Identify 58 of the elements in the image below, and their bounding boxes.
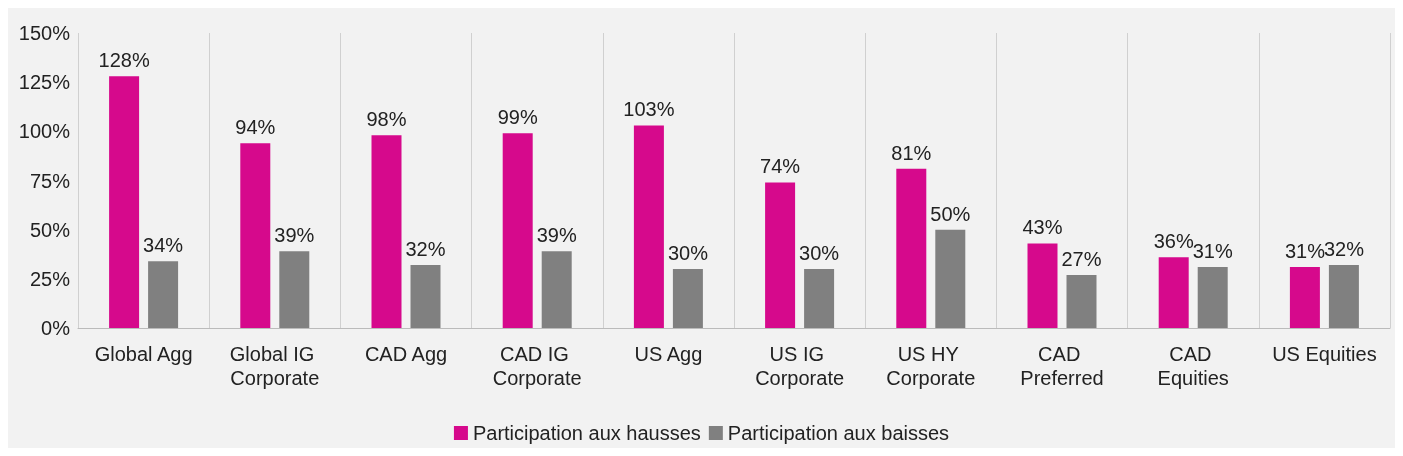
data-label: 98% [366,108,407,131]
legend-label: Participation aux baisses [727,422,950,444]
data-label: 81% [891,141,932,164]
bar [109,76,140,328]
bar [371,135,402,328]
x-tick-label: CAD IG Corporate [492,343,582,389]
bar [1158,257,1189,328]
y-tick-label: 150% [18,22,71,44]
y-tick-label: 125% [18,71,71,94]
y-tick-label: 25% [29,267,71,290]
bar [240,143,271,328]
data-label: 34% [143,234,184,257]
x-tick-label: US Equities [1272,343,1377,365]
bar [1197,267,1228,328]
bar [1328,265,1359,328]
bar [148,261,179,328]
data-label: 128% [98,49,150,72]
legend-label: Participation aux hausses [472,422,701,444]
y-tick-label: 75% [29,169,71,192]
x-tick-label: US IG Corporate [755,343,845,389]
data-label: 99% [497,106,538,129]
data-label: 39% [536,224,577,247]
bar [633,125,664,328]
bar [1066,274,1097,328]
data-label: 30% [667,242,709,264]
data-label: 32% [405,238,446,261]
data-label: 74% [760,155,801,178]
data-label: 36% [1153,230,1194,253]
bar [502,133,533,328]
bar [672,269,703,328]
y-tick-label: 50% [29,218,71,241]
x-tick-label: Global Agg [94,343,193,365]
y-tick-label: 0% [41,317,71,339]
data-label: 27% [1061,247,1102,270]
x-tick-label: CAD Equities [1157,343,1229,389]
y-tick-label: 100% [18,120,71,143]
data-label: 30% [799,242,840,264]
bar [1027,243,1058,328]
bar [541,251,572,328]
bar [896,168,927,328]
data-label: 94% [235,116,276,139]
data-label: 43% [1022,216,1063,239]
bar [935,229,966,328]
x-tick-label: CAD Agg [364,343,448,365]
bar [804,269,835,328]
data-label: 31% [1192,240,1233,263]
bar [279,251,310,328]
data-label: 103% [623,98,675,121]
data-label: 31% [1284,240,1326,263]
x-tick-label: CAD Preferred [1020,343,1104,389]
bar [410,265,441,328]
x-tick-label: US HY Corporate [886,343,976,389]
data-label: 50% [930,202,971,225]
x-tick-label: US Agg [634,343,703,365]
x-tick-label: Global IG Corporate [229,343,320,389]
bar [765,182,796,328]
data-label: 39% [274,224,315,247]
bar [1289,267,1320,328]
